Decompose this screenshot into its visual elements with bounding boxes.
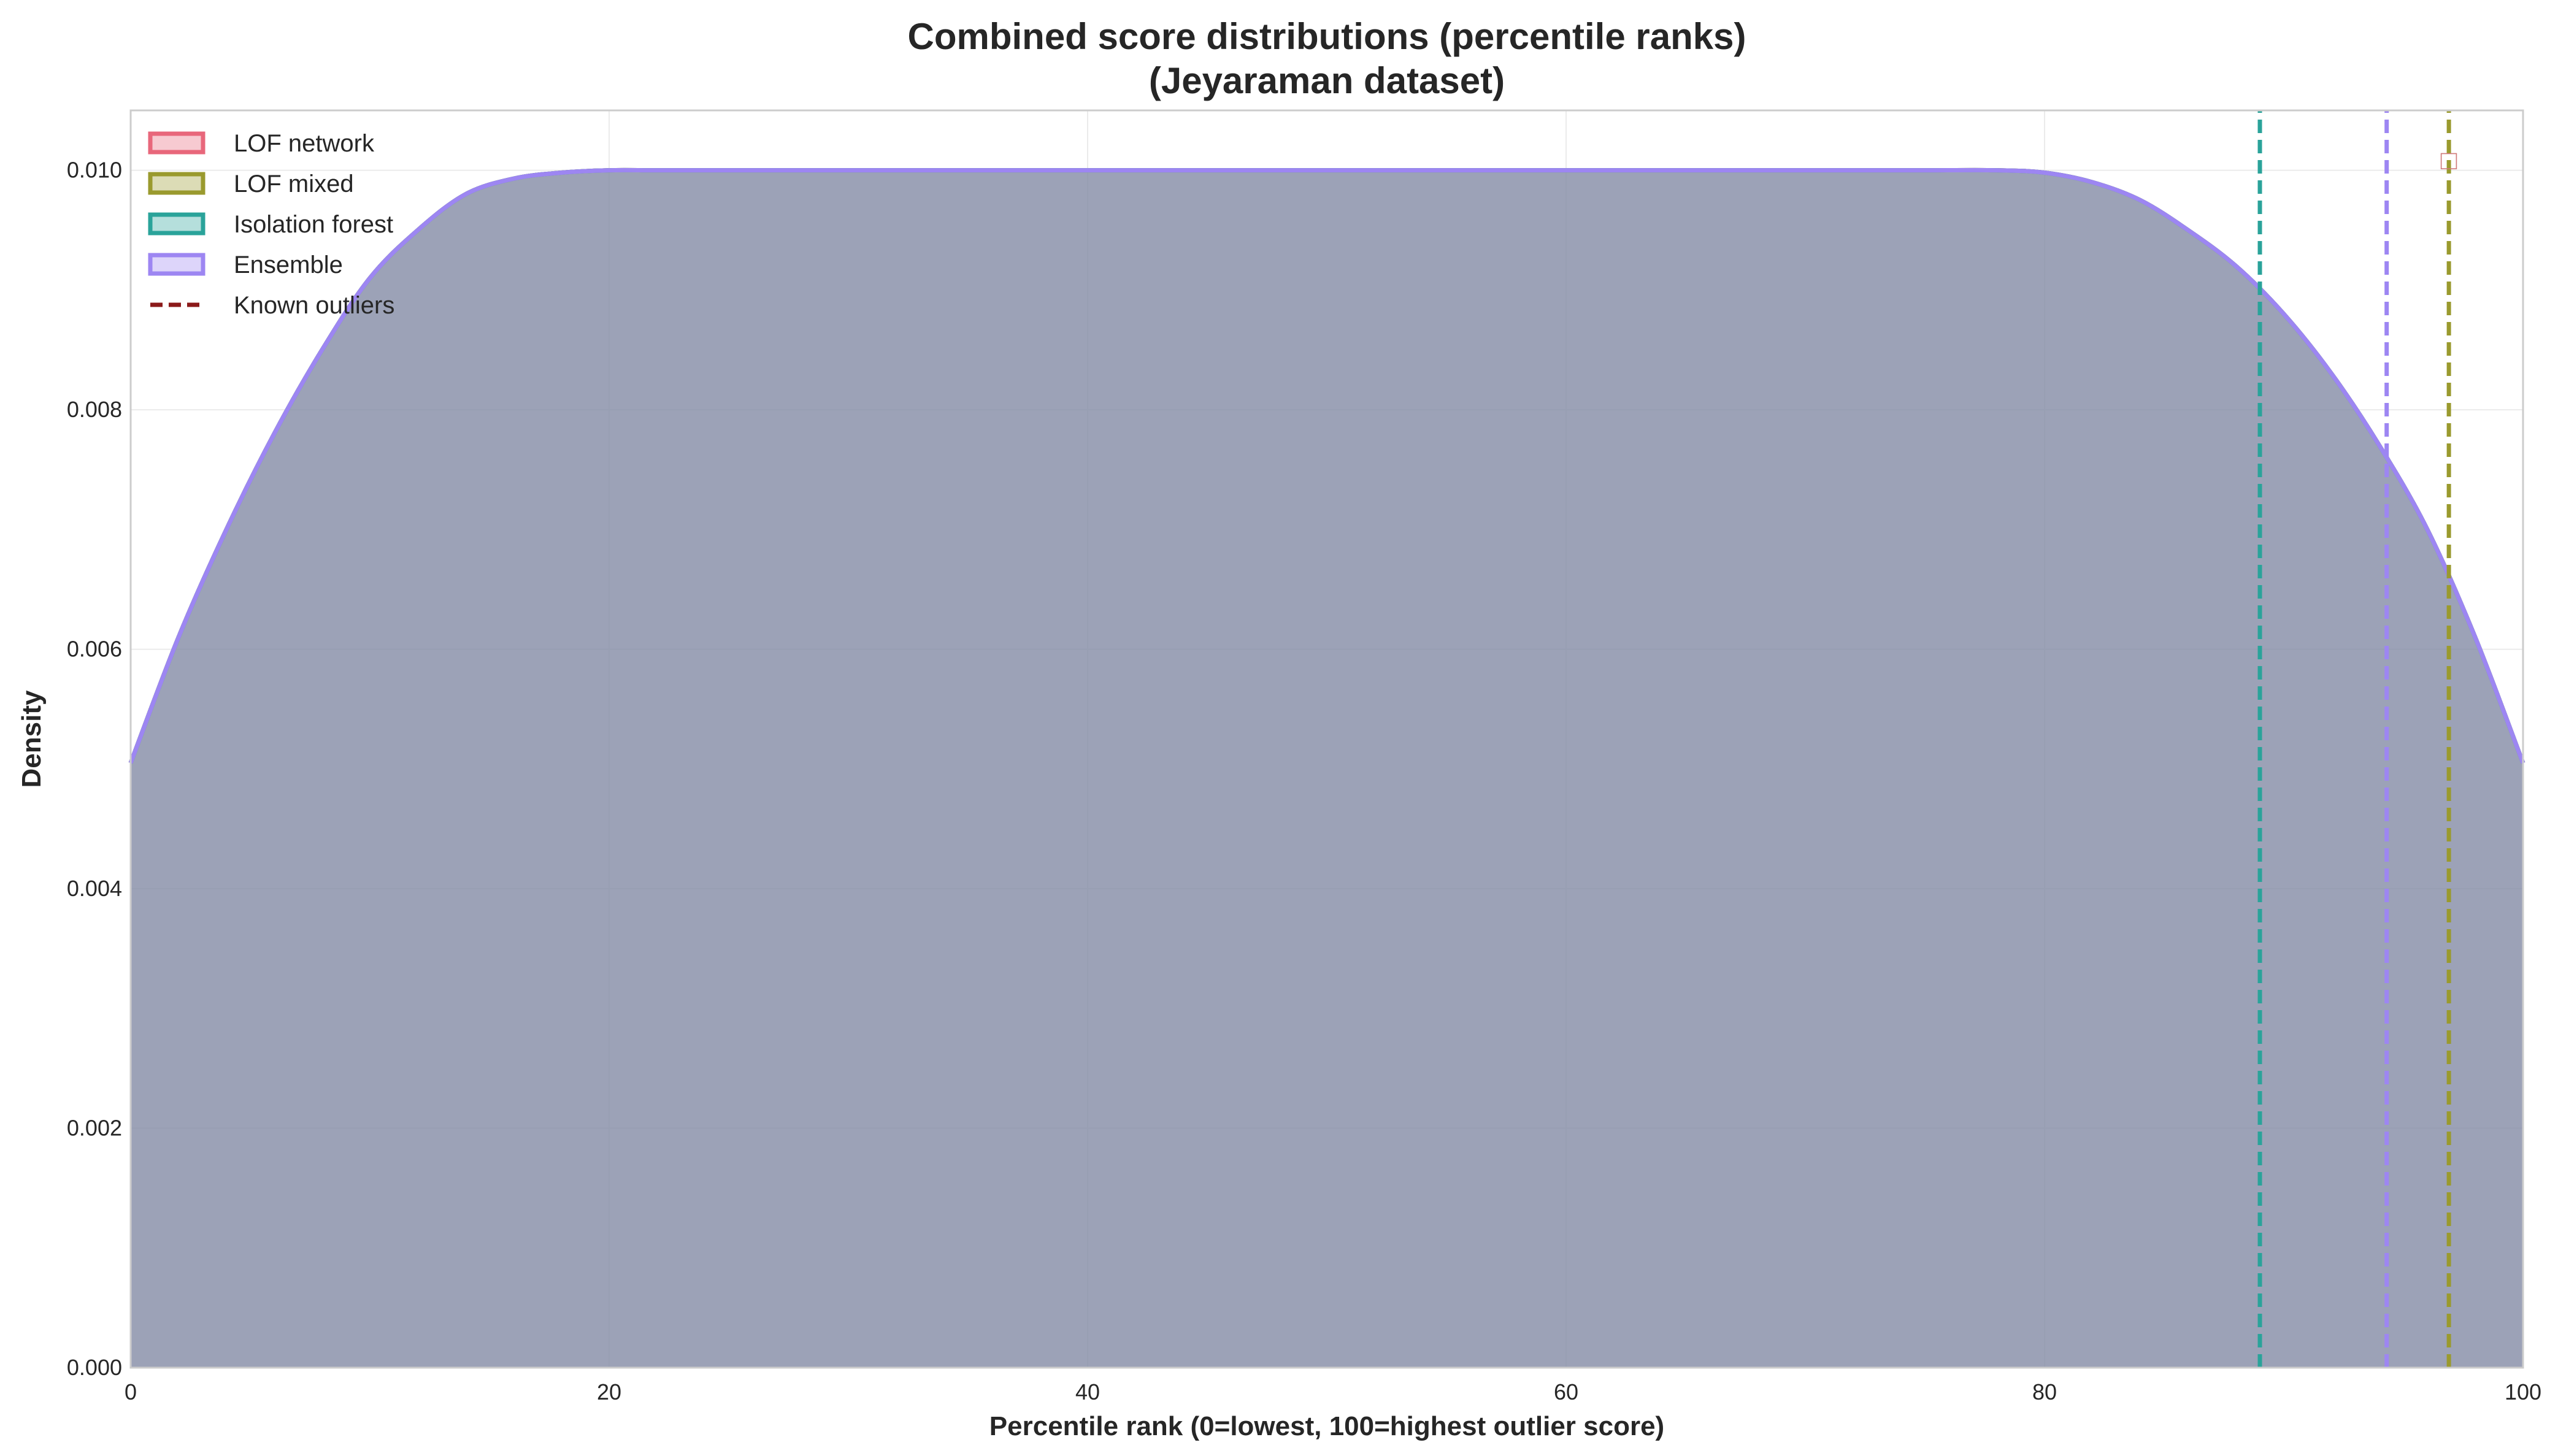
legend-swatch xyxy=(148,131,205,155)
legend-swatch xyxy=(148,212,205,236)
x-tick-label: 0 xyxy=(125,1379,137,1404)
y-tick-label: 0.010 xyxy=(67,158,122,183)
x-tick-label: 100 xyxy=(2505,1379,2541,1404)
x-tick-label: 40 xyxy=(1075,1379,1100,1404)
y-tick-label: 0.004 xyxy=(67,876,122,901)
plot-frame xyxy=(129,109,2524,1369)
legend-label: Isolation forest xyxy=(234,211,393,238)
legend: LOF network LOF mixed Isolation forest Ense… xyxy=(148,130,394,319)
x-ticks: 0 20 40 60 80 100 xyxy=(125,1379,2541,1404)
y-tick-label: 0.002 xyxy=(67,1116,122,1141)
annotation-marker: □ xyxy=(2441,145,2457,175)
area-ensemble xyxy=(131,170,2523,1368)
x-tick-label: 20 xyxy=(597,1379,621,1404)
known-outlier-lines xyxy=(2257,110,2451,1368)
y-ticks: 0.000 0.002 0.004 0.006 0.008 0.010 xyxy=(67,158,122,1380)
x-axis-label: Percentile rank (0=lowest, 100=highest o… xyxy=(989,1411,1664,1441)
legend-label: LOF network xyxy=(234,130,375,157)
legend-label-known-outliers: Known outliers xyxy=(234,292,394,319)
y-axis-label: Density xyxy=(17,690,47,787)
area-lof-network xyxy=(131,170,2523,1368)
y-tick-label: 0.000 xyxy=(67,1355,122,1380)
legend-swatch xyxy=(148,172,205,195)
legend-label: Ensemble xyxy=(234,251,343,278)
chart-title: Combined score distributions (percentile… xyxy=(908,16,1746,57)
chart-subtitle: (Jeyaraman dataset) xyxy=(1149,60,1505,101)
area-lof-mixed xyxy=(131,170,2523,1368)
curve-ensemble xyxy=(128,167,2525,764)
legend-label: LOF mixed xyxy=(234,171,354,197)
y-tick-label: 0.008 xyxy=(67,397,122,422)
density-areas xyxy=(128,167,2525,1368)
area-isolation-forest xyxy=(131,170,2523,1368)
x-tick-label: 80 xyxy=(2032,1379,2057,1404)
y-tick-label: 0.006 xyxy=(67,637,122,662)
x-tick-label: 60 xyxy=(1554,1379,1578,1404)
plot-area xyxy=(131,110,2523,1368)
legend-swatch xyxy=(148,253,205,276)
